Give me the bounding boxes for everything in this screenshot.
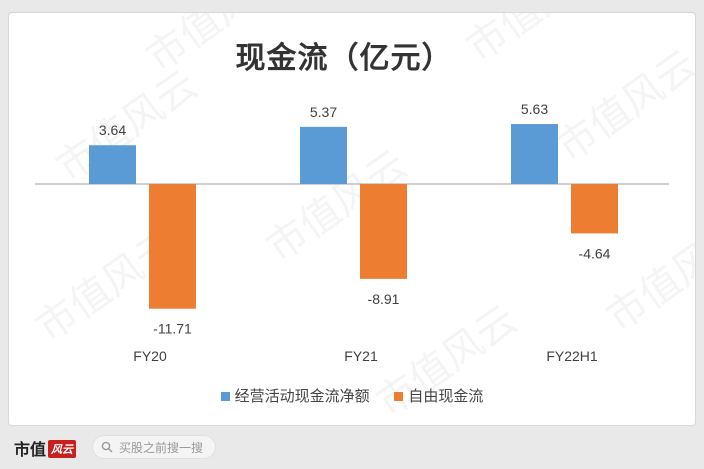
bar-operating-fy22h1 [511, 124, 558, 184]
brand-name: 市值 [14, 440, 47, 459]
legend: 经营活动现金流净额 自由现金流 [9, 385, 695, 406]
category-label-fy20: FY20 [133, 348, 167, 364]
bar-free-fy21 [360, 184, 407, 279]
legend-item-free-cashflow: 自由现金流 [394, 385, 483, 406]
legend-swatch-free-cashflow [394, 392, 404, 401]
legend-item-operating-cashflow: 经营活动现金流净额 [220, 385, 370, 406]
brand-mark: 风云 [48, 440, 77, 458]
legend-swatch-operating-cashflow [220, 392, 230, 401]
chart-plot: 3.64 -11.71 FY20 5.37 -8.91 FY21 5.63 -4.64 FY22… [35, 101, 669, 364]
footer-bar: 市值 风云 买股之前搜一搜 [0, 426, 704, 469]
data-label-free-fy20: -11.71 [153, 321, 192, 337]
category-label-fy21: FY21 [344, 348, 378, 364]
legend-label-operating-cashflow: 经营活动现金流净额 [234, 387, 370, 405]
data-label-free-fy21: -8.91 [368, 291, 400, 307]
data-label-operating-fy21: 5.37 [310, 104, 337, 120]
bar-operating-fy20 [89, 145, 136, 184]
chart-card: 市值风云市值风云市值风云市值风云市值风云市值风云市值风云市值风云 现金流（亿元）… [8, 12, 696, 426]
search-icon [101, 441, 113, 453]
data-label-operating-fy22h1: 5.63 [521, 101, 548, 117]
brand-logo[interactable]: 市值 风云 [14, 436, 77, 460]
search-box[interactable]: 买股之前搜一搜 [92, 435, 216, 459]
category-label-fy22h1: FY22H1 [546, 348, 598, 364]
data-label-free-fy22h1: -4.64 [579, 245, 611, 261]
bar-free-fy20 [149, 184, 196, 309]
bar-operating-fy21 [300, 126, 347, 184]
legend-label-free-cashflow: 自由现金流 [408, 387, 484, 405]
search-placeholder: 买股之前搜一搜 [119, 441, 204, 455]
bar-free-fy22h1 [571, 184, 618, 234]
chart-title: 现金流（亿元） [235, 41, 453, 76]
data-label-operating-fy20: 3.64 [99, 122, 126, 138]
